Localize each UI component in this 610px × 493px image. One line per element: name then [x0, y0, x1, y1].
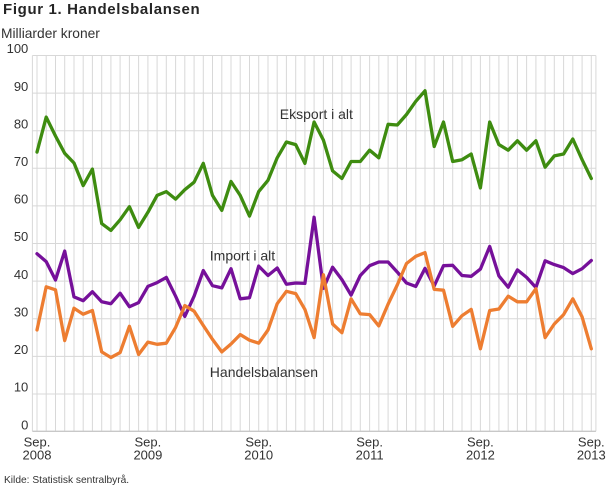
svg-text:2012: 2012 [466, 448, 495, 463]
svg-text:100: 100 [7, 41, 29, 56]
svg-text:10: 10 [14, 380, 28, 395]
svg-text:70: 70 [14, 154, 28, 169]
svg-text:30: 30 [14, 305, 28, 320]
svg-text:2010: 2010 [244, 448, 273, 463]
svg-text:0: 0 [21, 417, 28, 432]
svg-text:Eksport i alt: Eksport i alt [280, 106, 353, 122]
svg-text:60: 60 [14, 192, 28, 207]
svg-text:2009: 2009 [133, 448, 162, 463]
svg-text:Sep.: Sep. [467, 434, 494, 449]
svg-text:Handelsbalansen: Handelsbalansen [210, 364, 318, 380]
svg-text:Sep.: Sep. [578, 434, 605, 449]
svg-text:90: 90 [14, 79, 28, 94]
svg-text:2013: 2013 [577, 448, 606, 463]
svg-text:2008: 2008 [23, 448, 52, 463]
svg-text:Sep.: Sep. [245, 434, 272, 449]
svg-text:80: 80 [14, 116, 28, 131]
svg-text:Sep.: Sep. [356, 434, 383, 449]
svg-text:Sep.: Sep. [24, 434, 51, 449]
svg-text:Sep.: Sep. [135, 434, 162, 449]
svg-text:40: 40 [14, 267, 28, 282]
svg-text:2011: 2011 [356, 448, 384, 463]
svg-text:20: 20 [14, 342, 28, 357]
svg-text:Import i alt: Import i alt [210, 248, 275, 264]
svg-text:50: 50 [14, 229, 28, 244]
